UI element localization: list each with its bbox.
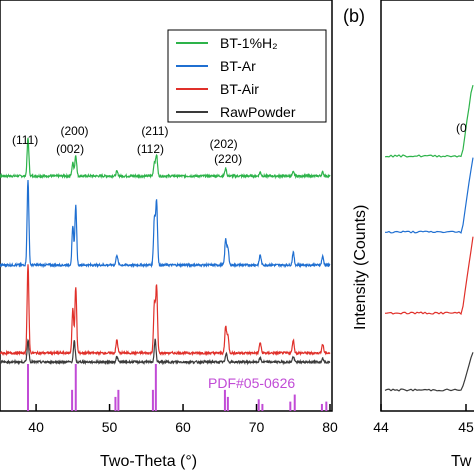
panel-b-label: (b) — [343, 6, 365, 26]
x-tick-label-1: 50 — [102, 419, 118, 435]
peak-label-1: (002) — [56, 142, 84, 156]
peak-label-4: (211) — [141, 124, 168, 138]
panel-b-line-3 — [384, 352, 474, 392]
peak-label-3: (112) — [137, 142, 164, 156]
peak-label-5: (202) — [210, 137, 238, 151]
panel-a-reference-lines — [27, 364, 328, 411]
panel-b-line-0 — [384, 84, 474, 158]
panel-b-frame — [380, 0, 474, 412]
panel-b-line-1 — [385, 157, 474, 234]
panel-b-y-title: Intensity (Counts) — [352, 205, 369, 330]
x-tick-label-4: 80 — [322, 419, 338, 435]
panel-b-x-tick-label-0: 44 — [373, 419, 389, 435]
panel-b-series — [384, 84, 474, 392]
panel-b-x-tick-label-1: 45 — [458, 419, 474, 435]
x-tick-label-0: 40 — [28, 419, 44, 435]
panel-a-frame — [0, 0, 333, 412]
legend-label-3: RawPowder — [220, 104, 296, 120]
legend-box — [167, 29, 327, 123]
x-tick-label-2: 60 — [175, 419, 191, 435]
panel-b-line-2 — [384, 236, 474, 316]
legend-label-2: BT-Air — [220, 81, 259, 97]
series-line-0 — [0, 137, 331, 180]
panel-b-x-title: Tw — [451, 453, 472, 470]
series-line-2 — [0, 264, 331, 357]
reference-label: PDF#05-0626 — [208, 375, 295, 391]
peak-label-0: (111) — [12, 133, 38, 147]
panel-a-series — [0, 137, 331, 366]
legend: BT-1%H₂ BT-Ar BT-Air RawPowder — [167, 29, 327, 123]
panel-b-peak-label: (0 — [456, 121, 467, 135]
series-line-3 — [0, 338, 331, 366]
panel-a-x-ticks: 40 50 60 70 80 — [28, 404, 338, 435]
peak-label-2: (200) — [61, 124, 89, 138]
legend-label-0: BT-1%H₂ — [220, 35, 278, 51]
peak-label-6: (220) — [214, 152, 242, 166]
x-tick-label-3: 70 — [249, 419, 265, 435]
series-line-1 — [0, 179, 331, 269]
panel-a-x-title: Two-Theta (°) — [100, 453, 197, 470]
panel-a-peak-labels: (111) (002) (200) (112) (211) (202)(220) — [12, 124, 242, 166]
legend-label-1: BT-Ar — [220, 58, 256, 74]
panel-b-x-ticks: 44 45 — [373, 404, 474, 435]
